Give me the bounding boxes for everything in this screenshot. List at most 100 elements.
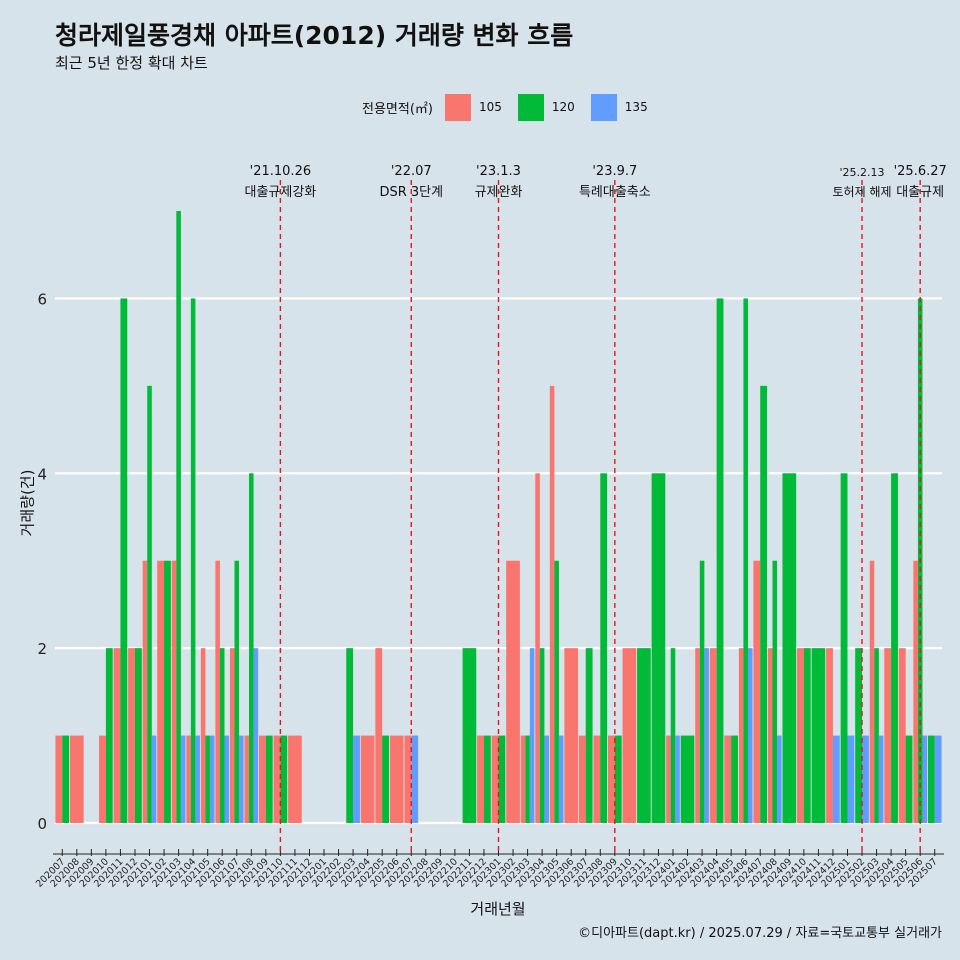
bar-120-202406 [743,298,748,823]
event-label: 대출규제강화 [245,185,317,200]
bar-120-202212 [483,735,491,823]
event-label: 토허제 해제 [833,185,892,199]
bar-120-202108 [249,473,254,823]
bar-120-202102 [164,560,171,823]
bar-120-202305 [554,560,559,823]
chart-title: 청라제일풍경채 아파트(2012) 거래량 변화 흐름 [55,21,574,50]
bar-135-202106 [224,735,230,823]
y-tick-label: 2 [37,640,47,658]
bar-105-202204 [360,735,375,823]
bar-135-202412 [832,735,840,823]
event-label: 대출규제 [896,185,944,200]
y-tick-label: 0 [37,815,47,833]
bar-105-202408 [767,648,773,823]
bar-135-202406 [747,648,753,823]
bar-120-202107 [234,560,240,823]
legend-key-120 [517,93,544,121]
bar-135-202305 [558,735,564,823]
bar-120-202504 [891,473,898,823]
bar-105-202206 [389,735,404,823]
bar-120-202211 [462,648,477,823]
legend-key-135 [590,93,617,121]
bar-120-202505 [905,735,913,823]
bar-120-202410 [803,648,811,823]
legend-label-135: 135 [624,100,648,114]
bar-105-202011 [113,648,121,823]
bar-120-202105 [205,735,210,823]
bar-135-202506 [922,735,928,823]
bar-120-202308 [600,473,608,823]
bar-120-202411 [811,648,826,823]
event-date-label: '25.6.27 [894,164,947,179]
bar-105-202503 [869,560,875,823]
event-label: DSR 3단계 [379,185,443,200]
bar-105-202405 [724,735,732,823]
bar-105-202104 [186,735,191,823]
bar-105-202111 [288,735,302,823]
bar-105-202105 [200,648,206,823]
bar-105-202412 [826,648,833,823]
bar-135-202103 [180,735,186,823]
event-date-label: '23.9.7 [592,164,637,179]
bar-105-202101 [142,560,148,823]
bar-105-202212 [477,735,484,823]
bar-105-202410 [797,648,804,823]
bar-120-202409 [782,473,797,823]
bar-135-202304 [544,735,549,823]
bar-105-202106 [215,560,220,823]
bar-105-202007 [55,735,63,823]
bar-105-202401 [666,735,671,823]
event-date-label: '22.07 [391,164,432,179]
bar-135-202408 [777,735,782,823]
legend-label-105: 105 [478,100,502,114]
bar-105-202307 [578,735,586,823]
bar-105-202406 [738,648,744,823]
bar-120-202110 [280,735,288,823]
legend-key-105 [444,93,471,121]
bar-105-202403 [695,648,700,823]
bar-120-202309 [614,735,622,823]
bar-120-202401 [670,648,676,823]
event-date-label: '25.2.13 [840,166,885,179]
bar-135-202507 [934,735,942,823]
bar-105-202103 [171,560,177,823]
bar-105-202301 [491,735,499,823]
bar-105-202102 [157,560,165,823]
legend-label-120: 120 [551,100,575,114]
bar-120-202011 [120,298,128,823]
bar-105-202108 [244,735,250,823]
event-date-label: '23.1.3 [476,164,521,179]
bar-105-202205 [375,648,383,823]
bar-105-202505 [898,648,906,823]
bar-120-202301 [498,735,506,823]
legend-title: 전용면적(㎡) [362,101,433,117]
bar-120-202501 [840,473,848,823]
bar-120-202205 [382,735,390,823]
bar-135-202303 [529,648,535,823]
bar-105-202306 [564,648,579,823]
bar-105-202107 [229,648,235,823]
bar-120-202307 [585,648,593,823]
bar-120-202408 [772,560,778,823]
bar-120-202010 [105,648,113,823]
bar-135-202403 [704,648,709,823]
x-axis-label: 거래년월 [470,900,526,918]
bar-105-202109 [259,735,266,823]
y-axis-label: 거래량(건) [18,469,37,537]
bar-105-202008 [69,735,84,823]
y-tick-label: 4 [37,465,47,483]
bar-105-202506 [913,560,918,823]
bar-120-202503 [874,648,879,823]
bar-135-202105 [209,735,215,823]
bar-120-202407 [760,385,768,823]
bar-105-202303 [520,735,526,823]
event-label: 규제완화 [475,185,523,200]
bar-120-202304 [539,648,545,823]
bar-105-202308 [593,735,601,823]
legend: 전용면적(㎡) 105 120 135 [362,92,664,122]
bar-105-202302 [506,560,520,823]
bar-105-202207 [404,735,412,823]
bar-105-202010 [99,735,106,823]
bar-120-202106 [219,648,225,823]
